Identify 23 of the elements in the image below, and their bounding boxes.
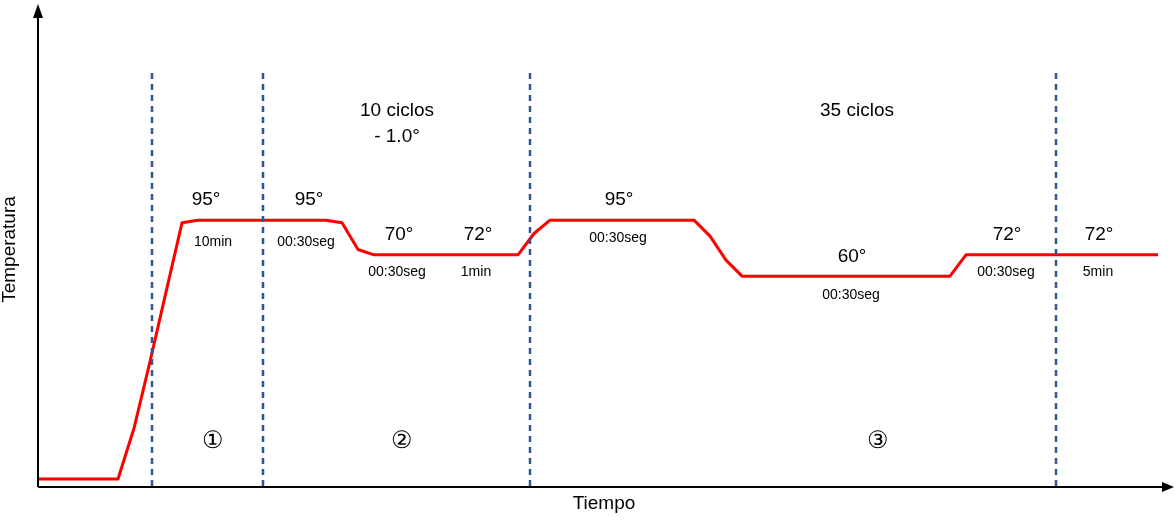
text: 10 ciclos - 1.0° (360, 98, 434, 148)
annotation: 00:30seg (977, 261, 1035, 281)
text: 95° (604, 187, 634, 212)
annotation: 60° (837, 244, 867, 269)
annotation: 72° (992, 222, 1022, 247)
annotation: 72° (1084, 222, 1114, 247)
text: 95° (191, 187, 221, 212)
annotation: 70° (384, 222, 414, 247)
annotation: 00:30seg (589, 227, 647, 247)
annotation: ① (202, 424, 224, 455)
annotation: 00:30seg (277, 231, 335, 251)
annotation: 00:30seg (368, 261, 426, 281)
text: 95° (294, 187, 324, 212)
annotation: 5min (1082, 261, 1114, 281)
annotation: 1min (460, 261, 492, 281)
text: 35 ciclos (820, 98, 894, 123)
annotation: ③ (867, 424, 889, 455)
x-axis-title: Tiempo (572, 492, 636, 513)
y-axis-title: Temperatura (0, 195, 19, 303)
annotation: 72° (463, 222, 493, 247)
annotation: ② (391, 424, 413, 455)
annotation: 00:30seg (822, 284, 880, 304)
annotation: 10min (193, 231, 233, 251)
